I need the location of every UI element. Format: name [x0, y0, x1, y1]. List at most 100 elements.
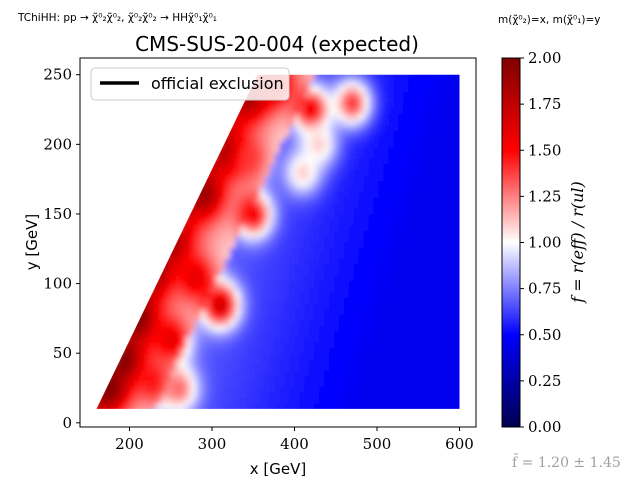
- heatmap-cell: [443, 202, 449, 209]
- heatmap-cell: [289, 141, 296, 148]
- heatmap-cell: [126, 409, 132, 415]
- heatmap-cell: [274, 119, 281, 126]
- heatmap-cell: [334, 275, 340, 282]
- heatmap-cell: [438, 225, 444, 232]
- heatmap-cell: [418, 208, 424, 215]
- heatmap-cell: [195, 230, 202, 237]
- heatmap-cell: [378, 158, 385, 165]
- heatmap-cell: [245, 325, 251, 332]
- heatmap-cell: [269, 264, 276, 271]
- heatmap-cell: [210, 386, 216, 393]
- heatmap-cell: [373, 219, 380, 226]
- heatmap-cell: [418, 152, 424, 159]
- heatmap-cell: [225, 241, 231, 248]
- heatmap-cell: [210, 174, 216, 182]
- heatmap-cell: [339, 208, 345, 215]
- heatmap-cell: [329, 397, 335, 404]
- heatmap-cell: [379, 409, 385, 415]
- heatmap-cell: [274, 197, 281, 204]
- heatmap-cell: [388, 247, 395, 254]
- heatmap-cell: [388, 158, 395, 165]
- heatmap-cell: [438, 74, 444, 76]
- heatmap-cell: [348, 191, 355, 198]
- heatmap-cell: [200, 314, 206, 321]
- heatmap-cell: [433, 381, 439, 388]
- heatmap-cell: [235, 358, 241, 365]
- heatmap-cell: [398, 174, 404, 182]
- heatmap-cell: [160, 308, 167, 315]
- heatmap-cell: [195, 202, 202, 209]
- heatmap-cell: [447, 336, 454, 343]
- heatmap-cell: [235, 286, 241, 293]
- heatmap-cell: [294, 397, 301, 404]
- heatmap-cell: [423, 169, 429, 176]
- heatmap-cell: [344, 147, 350, 154]
- heatmap-cell: [423, 236, 429, 243]
- heatmap-cell: [245, 375, 251, 382]
- heatmap-cell: [463, 325, 469, 331]
- heatmap-cell: [146, 297, 152, 304]
- heatmap-cell: [289, 314, 296, 321]
- heatmap-cell: [101, 403, 107, 409]
- heatmap-cell: [393, 213, 400, 221]
- heatmap-cell: [136, 336, 142, 343]
- heatmap-cell: [408, 102, 414, 109]
- heatmap-cell: [418, 186, 424, 193]
- heatmap-cell: [279, 180, 286, 187]
- heatmap-cell: [136, 314, 142, 321]
- heatmap-cell: [254, 275, 261, 282]
- heatmap-cell: [259, 135, 266, 143]
- heatmap-cell: [215, 213, 221, 221]
- heatmap-cell: [383, 158, 390, 165]
- heatmap-cell: [284, 381, 291, 388]
- heatmap-cell: [150, 303, 157, 310]
- heatmap-cell: [438, 358, 444, 365]
- heatmap-cell: [428, 325, 434, 332]
- heatmap-cell: [269, 297, 276, 304]
- heatmap-cell: [165, 375, 172, 382]
- heatmap-cell: [433, 369, 439, 377]
- heatmap-cell: [344, 219, 350, 226]
- heatmap-cell: [309, 275, 315, 282]
- heatmap-cell: [294, 141, 301, 148]
- heatmap-cell: [378, 247, 385, 254]
- heatmap-cell: [408, 130, 414, 137]
- heatmap-cell: [284, 336, 291, 343]
- heatmap-cell: [260, 409, 266, 415]
- heatmap-cell: [334, 252, 340, 260]
- heatmap-cell: [319, 91, 325, 98]
- heatmap-cell: [309, 158, 315, 165]
- heatmap-cell: [136, 325, 142, 332]
- heatmap-cell: [259, 330, 266, 338]
- heatmap-cell: [438, 74, 444, 81]
- heatmap-cell: [368, 191, 375, 198]
- heatmap-cell: [403, 342, 409, 349]
- heatmap-cell: [319, 381, 325, 388]
- heatmap-cell: [186, 409, 192, 415]
- heatmap-cell: [259, 191, 266, 198]
- heatmap-cell: [403, 258, 409, 265]
- heatmap-cell: [235, 303, 241, 310]
- heatmap-cell: [230, 247, 236, 254]
- heatmap-cell: [408, 197, 414, 204]
- heatmap-cell: [205, 197, 211, 204]
- heatmap-cell: [383, 358, 390, 365]
- heatmap-cell: [344, 74, 350, 76]
- heatmap-cell: [141, 392, 147, 399]
- heatmap-cell: [314, 124, 320, 132]
- heatmap-cell: [368, 124, 375, 132]
- heatmap-cell: [245, 258, 251, 265]
- heatmap-cell: [353, 130, 360, 137]
- heatmap-cell: [235, 113, 241, 120]
- heatmap-cell: [180, 308, 187, 315]
- heatmap-cell: [358, 336, 365, 343]
- heatmap-cell: [339, 325, 345, 332]
- heatmap-cell: [344, 113, 350, 120]
- heatmap-cell: [413, 369, 419, 377]
- heatmap-cell: [309, 353, 315, 360]
- heatmap-cell: [294, 386, 301, 393]
- heatmap-cell: [264, 347, 271, 354]
- heatmap-cell: [225, 258, 231, 265]
- heatmap-cell: [230, 230, 236, 237]
- heatmap-cell: [408, 236, 414, 243]
